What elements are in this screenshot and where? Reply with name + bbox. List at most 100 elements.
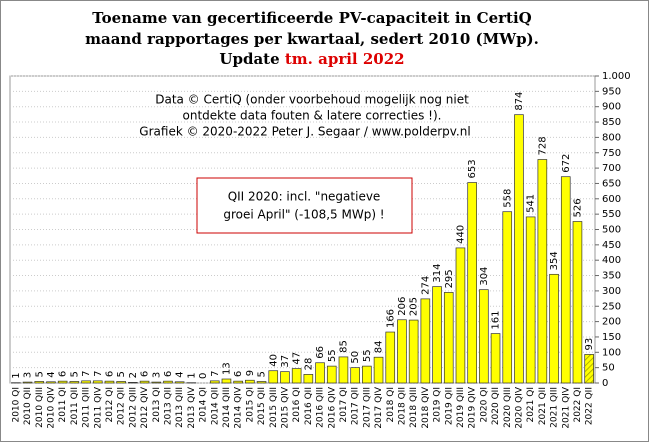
x-tick-label: 2015 QII xyxy=(257,387,267,425)
y-tick-label: 50 xyxy=(602,363,615,374)
value-label: 205 xyxy=(409,297,420,316)
x-tick-label: 2010 QIII xyxy=(35,387,45,428)
x-tick-label: 2012 QIII xyxy=(128,387,138,428)
x-tick-label: 2011 QI xyxy=(58,387,68,423)
value-label: 274 xyxy=(420,276,431,295)
value-label: 47 xyxy=(292,352,303,365)
value-label: 6 xyxy=(140,371,151,377)
x-tick-label: 2012 QI xyxy=(105,387,115,423)
x-tick-label: 2018 QIV xyxy=(421,386,431,429)
value-label: 161 xyxy=(491,310,502,329)
bar xyxy=(572,221,583,384)
note: QII 2020: incl. "negatieve xyxy=(228,190,381,204)
y-tick-label: 750 xyxy=(602,148,621,159)
x-tick-label: 2016 QII xyxy=(304,387,314,425)
x-tick-label: 2017 QIV xyxy=(374,386,384,429)
x-tick-label: 2014 QI xyxy=(199,387,209,423)
bar xyxy=(57,380,68,384)
y-tick-label: 200 xyxy=(602,317,621,328)
value-label: 37 xyxy=(280,355,291,368)
x-tick-label: 2013 QIII xyxy=(175,387,185,428)
y-tick-label: 550 xyxy=(602,209,621,220)
x-tick-label: 2011 QII xyxy=(70,387,80,425)
x-tick-label: 2016 QI xyxy=(292,387,302,423)
value-label: 5 xyxy=(257,371,268,377)
value-label: 653 xyxy=(467,159,478,178)
bar xyxy=(408,319,419,384)
value-label: 4 xyxy=(175,371,186,377)
title: Toename van gecertificeerde PV-capacitei… xyxy=(92,9,532,27)
bar xyxy=(537,159,548,384)
value-label: 5 xyxy=(69,371,80,377)
bar xyxy=(397,319,407,384)
y-tick-label: 250 xyxy=(602,301,621,312)
x-tick-label: 2011 QIII xyxy=(82,387,92,428)
bar xyxy=(420,298,431,384)
bar xyxy=(128,382,138,384)
bar xyxy=(22,381,33,384)
value-label: 354 xyxy=(549,251,560,270)
bar xyxy=(221,378,232,384)
bar xyxy=(116,381,126,384)
bar xyxy=(362,365,372,384)
value-label: 314 xyxy=(432,264,443,283)
value-label: 526 xyxy=(572,198,583,217)
value-label: 28 xyxy=(303,358,314,371)
x-tick-label: 2020 QI xyxy=(479,387,489,423)
value-label: 6 xyxy=(58,371,69,377)
value-label: 84 xyxy=(374,340,385,353)
value-label: 874 xyxy=(514,92,525,111)
y-tick-label: 400 xyxy=(602,255,621,266)
value-label: 1 xyxy=(186,372,197,378)
annotation: Grafiek © 2020-2022 Peter J. Segaar / ww… xyxy=(139,125,470,139)
x-tick-label: 2013 QI xyxy=(152,387,162,423)
value-label: 6 xyxy=(163,371,174,377)
bar xyxy=(385,331,396,384)
x-tick-label: 2020 QIII xyxy=(503,387,513,428)
x-tick-label: 2010 QI xyxy=(11,387,21,423)
x-tick-label: 2018 QIII xyxy=(409,387,419,428)
title: Update tm. april 2022 xyxy=(219,50,404,68)
value-label: 40 xyxy=(268,354,279,367)
y-tick-label: 0 xyxy=(602,378,608,389)
y-tick-label: 450 xyxy=(602,240,621,251)
x-tick-label: 2016 QIII xyxy=(316,387,326,428)
x-tick-label: 2015 QIII xyxy=(269,387,279,428)
y-tick-label: 700 xyxy=(602,163,621,174)
bar xyxy=(502,211,513,384)
value-label: 304 xyxy=(479,267,490,286)
x-tick-label: 2014 QIV xyxy=(234,386,244,429)
value-label: 93 xyxy=(584,338,595,351)
value-label: 9 xyxy=(245,370,256,376)
value-label: 50 xyxy=(350,351,361,364)
title: maand rapportages per kwartaal, sedert 2… xyxy=(85,30,539,48)
x-tick-label: 2012 QII xyxy=(117,387,127,425)
bar xyxy=(81,380,91,384)
bar xyxy=(151,381,162,384)
value-label: 66 xyxy=(315,346,326,359)
value-label: 55 xyxy=(362,349,373,362)
x-tick-label: 2019 QII xyxy=(444,387,454,425)
value-label: 2 xyxy=(128,372,139,378)
x-tick-label: 2020 QII xyxy=(491,387,501,425)
x-tick-label: 2019 QIII xyxy=(456,387,466,428)
bar xyxy=(233,380,243,384)
bar xyxy=(373,356,384,384)
bar xyxy=(455,247,466,384)
y-tick-label: 800 xyxy=(602,132,621,143)
bar xyxy=(92,380,103,384)
value-label: 6 xyxy=(233,371,244,377)
value-label: 558 xyxy=(502,189,513,208)
bar xyxy=(315,362,325,384)
bar xyxy=(46,381,56,384)
x-tick-label: 2018 QII xyxy=(397,387,407,425)
y-tick-label: 350 xyxy=(602,271,621,282)
bar xyxy=(163,380,173,384)
x-tick-label: 2021 QIV xyxy=(561,386,571,429)
bar xyxy=(350,367,360,384)
value-label: 5 xyxy=(116,371,127,377)
annotation: Data © CertiQ (onder voorbehoud mogelijk… xyxy=(155,93,469,107)
value-label: 55 xyxy=(327,349,338,362)
bar xyxy=(525,216,536,384)
